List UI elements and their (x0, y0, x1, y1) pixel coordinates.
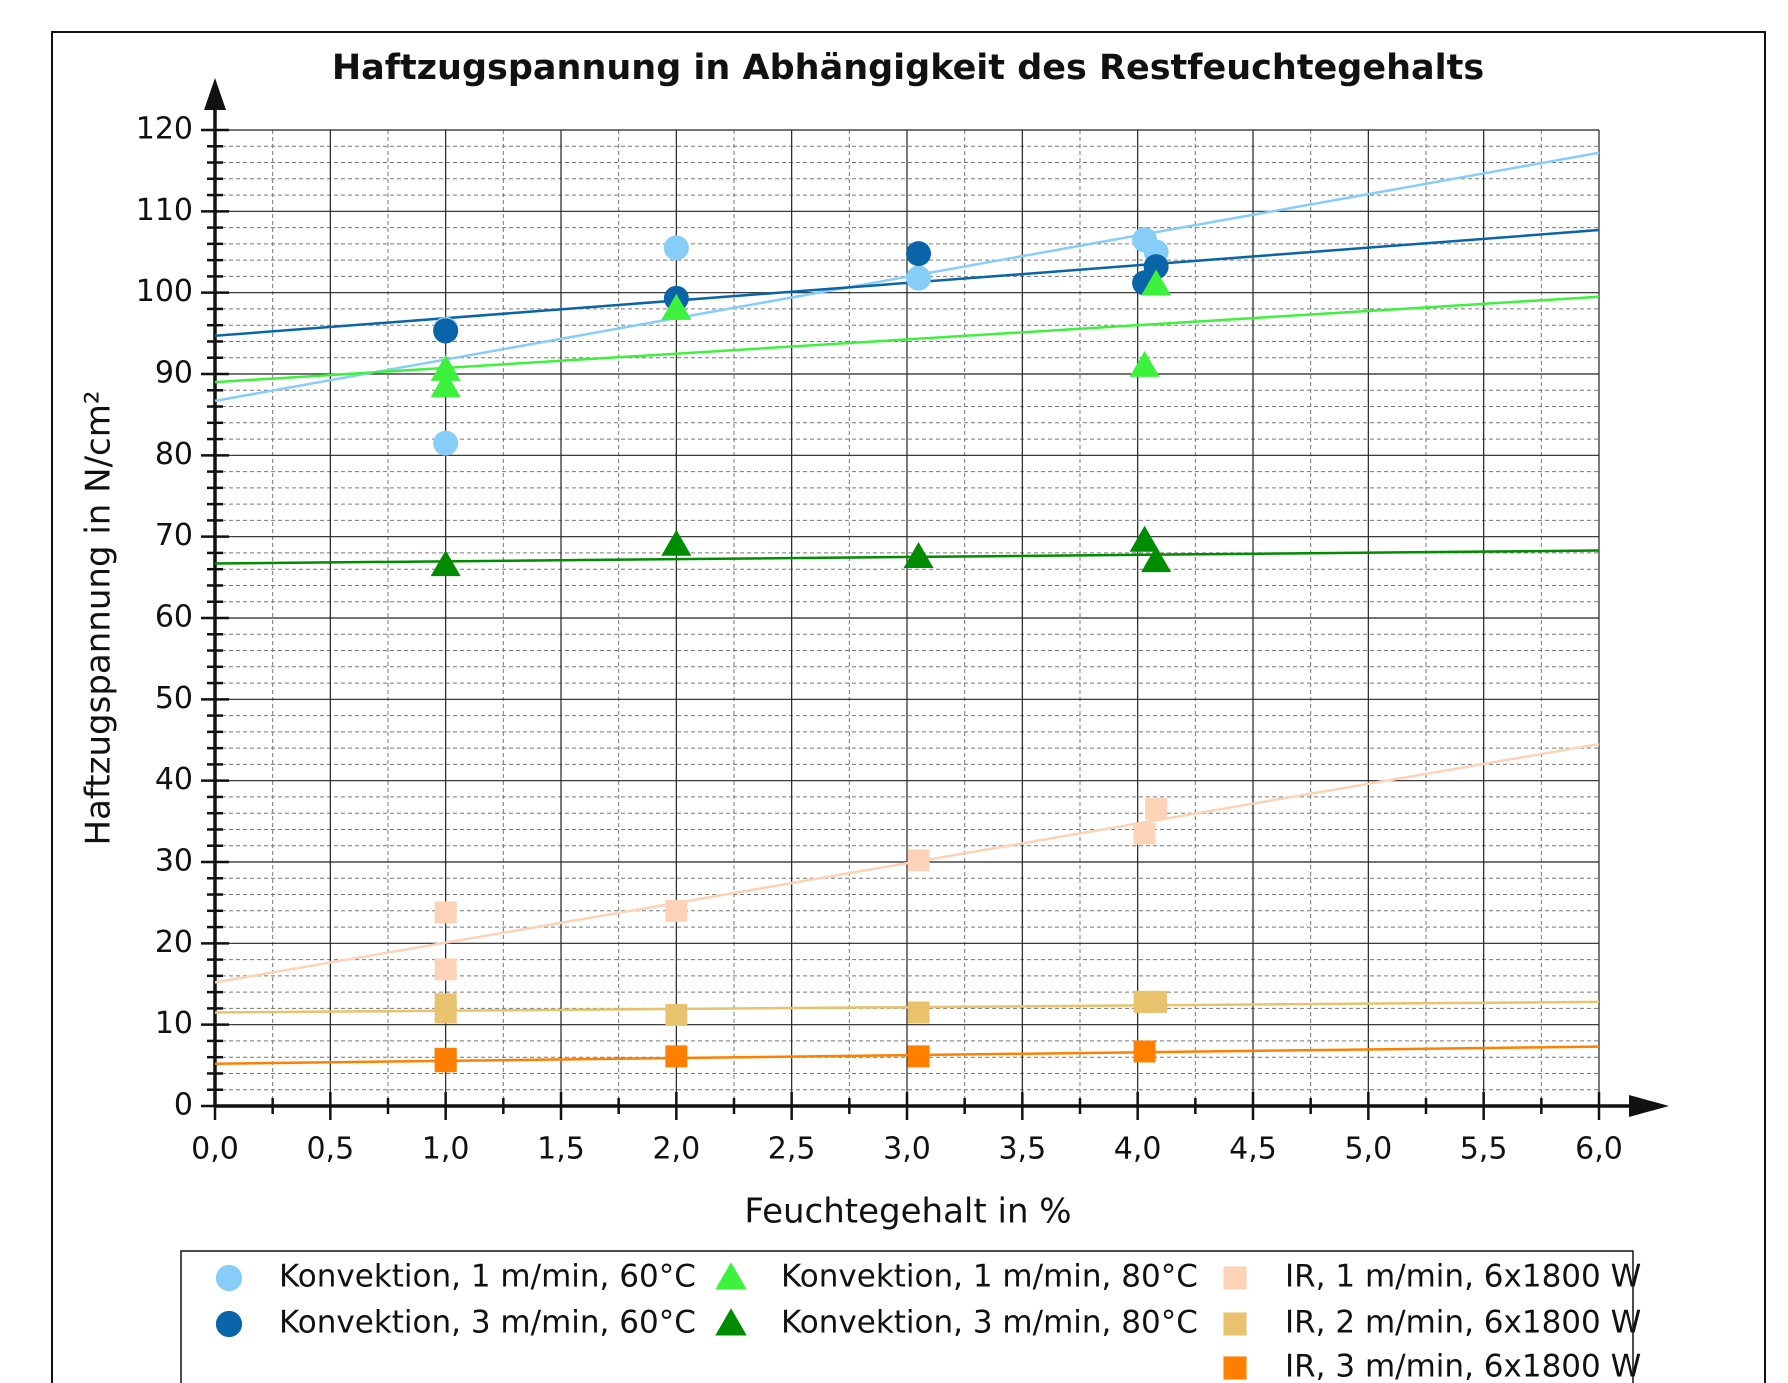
x-tick-label: 0,0 (191, 1132, 239, 1167)
y-tick-label: 0 (174, 1088, 193, 1123)
point (430, 550, 461, 577)
legend-label: Konvektion, 1 m/min, 60°C (279, 1259, 696, 1295)
legend-label: Konvektion, 3 m/min, 60°C (279, 1305, 696, 1341)
point (430, 354, 461, 381)
y-tick-label: 20 (155, 925, 193, 960)
chart-title: Haftzugspannung in Abhängigkeit des Rest… (332, 48, 1484, 88)
legend-label: Konvektion, 1 m/min, 80°C (781, 1259, 1198, 1295)
point (434, 958, 457, 981)
legend-marker (215, 1310, 243, 1338)
legend-label: IR, 2 m/min, 6x1800 W (1285, 1305, 1641, 1341)
point (434, 1047, 457, 1070)
x-tick-label: 4,5 (1229, 1132, 1277, 1167)
x-tick-label: 5,5 (1460, 1132, 1508, 1167)
point (1145, 990, 1168, 1013)
point (433, 318, 459, 344)
frame (51, 31, 1766, 1383)
point (907, 1045, 930, 1068)
y-tick-label: 10 (155, 1006, 193, 1041)
y-tick-label: 40 (155, 762, 193, 797)
y-tick-label: 30 (155, 844, 193, 879)
y-axis-arrow (204, 78, 226, 110)
x-tick-label: 3,5 (998, 1132, 1046, 1167)
x-tick-label: 2,5 (768, 1132, 816, 1167)
x-tick-label: 3,0 (883, 1132, 931, 1167)
x-axis-arrow (1629, 1095, 1669, 1117)
point (907, 849, 930, 872)
x-tick-label: 2,0 (652, 1132, 700, 1167)
point (433, 430, 459, 456)
legend-marker (215, 1264, 243, 1292)
legend-marker (715, 1308, 747, 1336)
x-tick-label: 1,0 (422, 1132, 470, 1167)
point (1141, 546, 1172, 573)
point (907, 1001, 930, 1024)
point (1129, 350, 1160, 377)
point (1143, 254, 1169, 280)
y-tick-label: 90 (155, 356, 193, 391)
x-tick-label: 1,5 (537, 1132, 585, 1167)
legend-box (180, 1250, 1634, 1383)
point (903, 542, 934, 568)
point (434, 993, 457, 1016)
y-tick-label: 60 (155, 600, 193, 635)
y-axis-label: Haftzugspannung in N/cm² (79, 391, 119, 846)
trend-line (214, 742, 1600, 984)
legend-label: Konvektion, 3 m/min, 80°C (781, 1305, 1198, 1341)
x-axis-label: Feuchtegehalt in % (744, 1192, 1071, 1232)
y-tick-label: 50 (155, 681, 193, 716)
x-tick-label: 5,0 (1344, 1132, 1392, 1167)
y-tick-label: 120 (136, 112, 193, 147)
point (1145, 798, 1168, 821)
legend-marker (1223, 1356, 1247, 1380)
legend-marker (715, 1262, 747, 1290)
y-tick-label: 70 (155, 518, 193, 553)
legend-label: IR, 1 m/min, 6x1800 W (1285, 1259, 1641, 1295)
point (661, 529, 692, 556)
point (1129, 525, 1160, 552)
y-tick-label: 100 (136, 274, 193, 309)
point (1133, 1040, 1156, 1063)
point (906, 241, 932, 267)
point (434, 901, 457, 924)
point (665, 899, 688, 922)
point (430, 371, 461, 398)
x-tick-label: 0,5 (306, 1132, 354, 1167)
legend-label: IR, 3 m/min, 6x1800 W (1285, 1349, 1641, 1383)
y-tick-label: 80 (155, 437, 193, 472)
point (661, 293, 692, 320)
point (665, 1045, 688, 1068)
point (1141, 269, 1172, 296)
point (665, 1003, 688, 1026)
point (906, 265, 932, 291)
x-tick-label: 6,0 (1575, 1132, 1623, 1167)
point (1133, 822, 1156, 845)
y-tick-label: 110 (136, 193, 193, 228)
x-tick-label: 4,0 (1114, 1132, 1162, 1167)
point (663, 235, 689, 261)
legend-marker (1223, 1312, 1247, 1336)
legend-marker (1223, 1266, 1247, 1290)
